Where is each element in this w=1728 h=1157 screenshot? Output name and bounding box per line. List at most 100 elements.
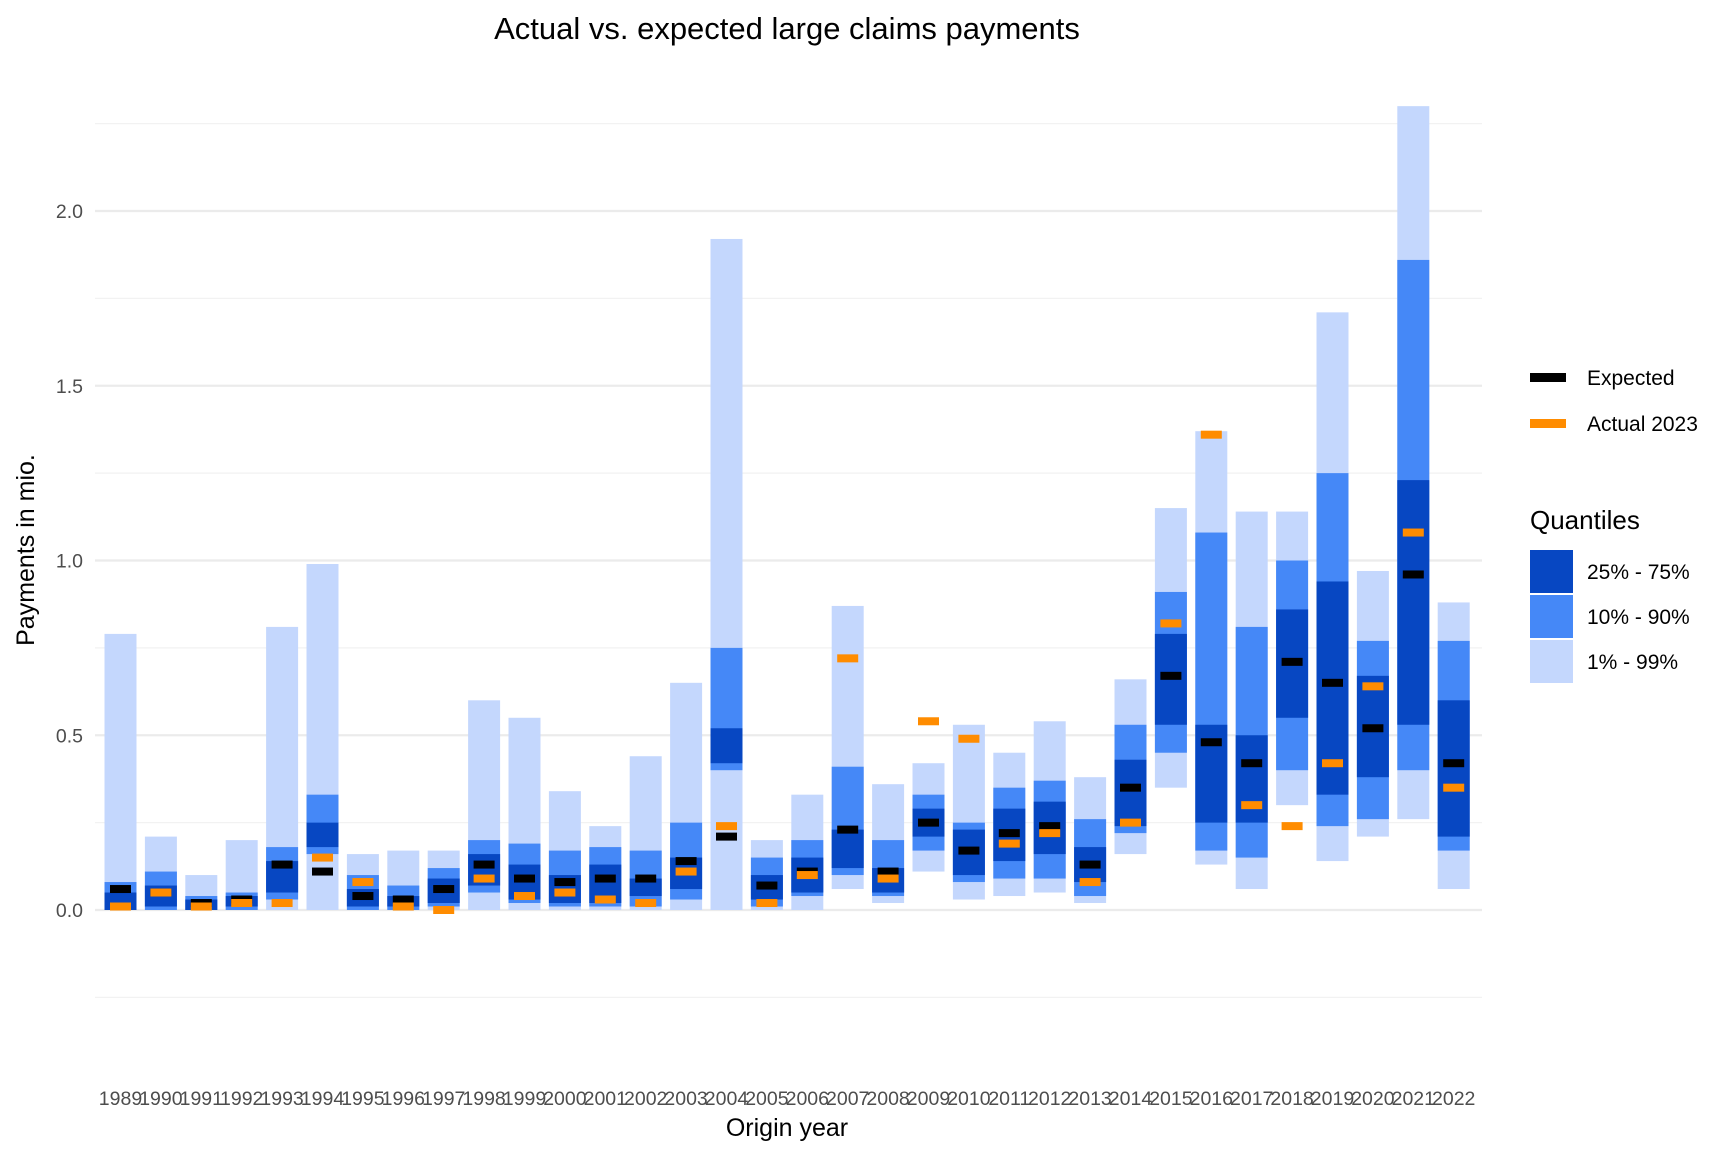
x-tick-label: 2013 — [1068, 1088, 1111, 1110]
expected-marker — [1443, 759, 1465, 768]
y-tick-label: 0.0 — [56, 900, 83, 922]
actual-marker — [110, 902, 131, 911]
actual-marker — [837, 654, 859, 663]
x-tick-labels: 1989199019911992199319941995199619971998… — [99, 1088, 1476, 1110]
bars-layer — [104, 106, 1470, 910]
actual-marker — [1039, 829, 1061, 838]
expected-marker — [594, 874, 616, 883]
y-tick-labels: 0.0 0.5 1.0 1.5 2.0 — [56, 201, 83, 922]
expected-marker — [1079, 860, 1101, 869]
x-tick-label: 2006 — [786, 1088, 829, 1110]
actual-marker — [796, 871, 818, 880]
actual-marker — [1443, 783, 1465, 792]
bar-q25-75 — [1437, 700, 1470, 837]
bar-q25-75 — [831, 829, 864, 869]
actual-marker — [958, 734, 980, 743]
actual-marker — [271, 899, 293, 908]
bar-q01-99 — [710, 238, 743, 910]
bar-q25-75 — [1235, 735, 1268, 823]
bar-q25-75 — [710, 728, 743, 764]
x-tick-label: 2022 — [1432, 1088, 1475, 1110]
legend-q25-75-swatch — [1530, 550, 1573, 593]
x-tick-label: 2008 — [866, 1088, 909, 1110]
expected-marker — [1281, 657, 1303, 666]
expected-marker — [877, 867, 899, 876]
expected-marker — [271, 860, 293, 869]
expected-marker — [1200, 738, 1222, 747]
y-axis-title: Payments in mio. — [12, 454, 40, 646]
expected-marker — [514, 874, 535, 883]
expected-marker — [918, 818, 939, 827]
x-tick-label: 1996 — [382, 1088, 425, 1110]
actual-marker — [150, 888, 172, 897]
x-tick-label: 2007 — [826, 1088, 869, 1110]
legend-q01-99-label: 1% - 99% — [1587, 651, 1678, 674]
actual-marker — [998, 839, 1020, 848]
x-tick-label: 1994 — [301, 1088, 345, 1110]
x-tick-label: 1995 — [341, 1088, 385, 1110]
actual-marker — [675, 867, 697, 876]
x-tick-label: 2001 — [584, 1088, 627, 1110]
y-tick-label: 1.5 — [56, 376, 83, 398]
x-tick-label: 2012 — [1028, 1088, 1071, 1110]
legend-q25-75-label: 25% - 75% — [1587, 561, 1690, 584]
x-tick-label: 1989 — [99, 1088, 142, 1110]
x-axis-title: Origin year — [726, 1114, 848, 1142]
legend-expected-swatch — [1530, 373, 1566, 382]
x-tick-label: 2021 — [1392, 1088, 1435, 1110]
actual-marker — [756, 899, 778, 908]
chart-title: Actual vs. expected large claims payment… — [494, 11, 1080, 46]
markers-layer — [110, 430, 1465, 914]
actual-marker — [1160, 619, 1182, 628]
bar-q01-99 — [104, 633, 137, 910]
actual-marker — [554, 888, 576, 897]
x-tick-label: 2000 — [543, 1088, 587, 1110]
legend-q10-90-label: 10% - 90% — [1587, 606, 1690, 629]
legend-quantiles-title: Quantiles — [1530, 505, 1640, 535]
actual-marker — [1322, 759, 1343, 768]
actual-marker — [918, 717, 939, 726]
x-tick-label: 1992 — [220, 1088, 263, 1110]
x-tick-label: 1990 — [139, 1088, 183, 1110]
expected-marker — [1322, 678, 1343, 687]
actual-marker — [473, 874, 495, 883]
actual-marker — [1079, 878, 1101, 887]
expected-marker — [635, 874, 657, 883]
expected-marker — [756, 881, 778, 890]
x-tick-label: 2004 — [705, 1088, 749, 1110]
expected-marker — [433, 885, 455, 894]
expected-marker — [1241, 759, 1263, 768]
actual-marker — [1200, 430, 1222, 439]
expected-marker — [1362, 724, 1384, 733]
expected-marker — [716, 832, 737, 841]
actual-marker — [1241, 801, 1263, 810]
x-tick-label: 2015 — [1149, 1088, 1193, 1110]
expected-marker — [675, 857, 697, 866]
expected-marker — [554, 878, 576, 887]
legend: Expected Actual 2023 Quantiles 25% - 75%… — [1530, 367, 1698, 683]
actual-marker — [312, 853, 333, 862]
x-tick-label: 1997 — [422, 1088, 465, 1110]
expected-marker — [998, 829, 1020, 838]
expected-marker — [312, 867, 333, 876]
bar-q25-75 — [1397, 480, 1430, 725]
legend-actual-label: Actual 2023 — [1587, 413, 1698, 436]
expected-marker — [473, 860, 495, 869]
expected-marker — [352, 892, 374, 901]
actual-marker — [1362, 682, 1384, 691]
actual-marker — [190, 902, 212, 911]
actual-marker — [231, 899, 253, 908]
x-tick-label: 2014 — [1109, 1088, 1153, 1110]
actual-marker — [635, 899, 657, 908]
x-tick-label: 2009 — [907, 1088, 950, 1110]
actual-marker — [433, 906, 455, 914]
y-tick-label: 0.5 — [56, 725, 83, 747]
bar-q25-75 — [306, 822, 339, 848]
bar-q25-75 — [1114, 759, 1147, 827]
expected-marker — [1039, 822, 1061, 831]
y-tick-label: 2.0 — [56, 201, 83, 223]
grid-layer — [95, 123, 1482, 998]
expected-marker — [837, 825, 859, 834]
x-tick-label: 2020 — [1351, 1088, 1395, 1110]
